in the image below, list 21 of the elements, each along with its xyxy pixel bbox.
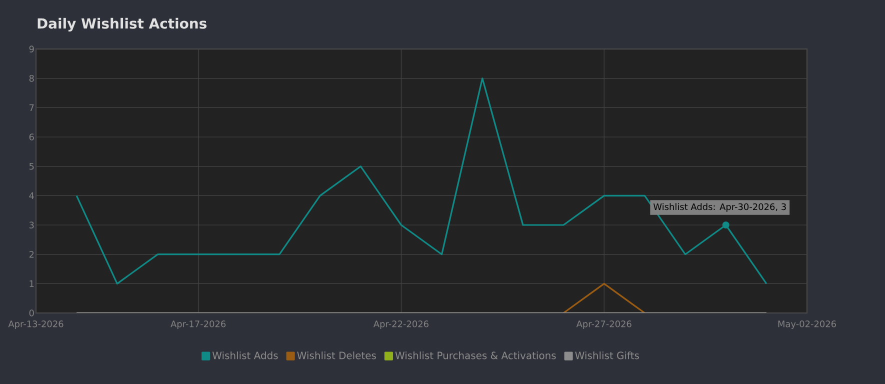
- y-tick-label: 4: [29, 192, 34, 199]
- x-tick-label: Apr-22-2026: [373, 320, 428, 330]
- y-tick-label: 6: [29, 134, 34, 140]
- y-tick-label: 3: [29, 222, 34, 228]
- y-tick-label: 9: [29, 46, 34, 52]
- annotation: Wishlist Adds: Apr-30-2026, 3: [653, 203, 786, 212]
- legend-label: Wishlist Adds: [212, 351, 278, 360]
- legend-label: Wishlist Deletes: [297, 351, 376, 360]
- y-tick-label: 0: [29, 310, 34, 316]
- y-tick-label: 5: [29, 163, 34, 170]
- y-tick-label: 2: [29, 251, 34, 258]
- legend-label: Wishlist Purchases & Activations: [395, 351, 556, 360]
- x-tick-label: Apr-27-2026: [576, 320, 632, 330]
- legend-label: Wishlist Gifts: [575, 351, 639, 360]
- y-tick-label: 1: [30, 280, 34, 287]
- chart-title: Daily Wishlist Actions: [38, 18, 206, 32]
- x-tick-label: Apr-13-2026: [8, 320, 64, 330]
- y-tick-label: 8: [29, 74, 34, 82]
- y-tick-label: 7: [30, 104, 34, 111]
- x-tick-label: Apr-17-2026: [170, 320, 226, 330]
- x-tick-label: May-02-2026: [778, 320, 836, 330]
